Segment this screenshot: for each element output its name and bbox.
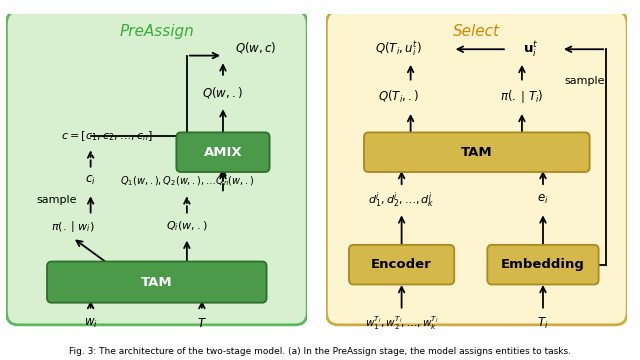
- Text: AMIX: AMIX: [204, 146, 243, 159]
- FancyBboxPatch shape: [177, 132, 269, 172]
- Text: $\mathbf{u}_i^t$: $\mathbf{u}_i^t$: [524, 40, 539, 59]
- Text: $Q_1(w,.), Q_2(w,.), \ldots Q_n(w,.)$: $Q_1(w,.), Q_2(w,.), \ldots Q_n(w,.)$: [120, 174, 254, 188]
- FancyBboxPatch shape: [364, 132, 589, 172]
- Text: Select: Select: [453, 24, 500, 39]
- Text: $T_i$: $T_i$: [537, 316, 548, 331]
- Text: $Q(T_i, .)$: $Q(T_i, .)$: [378, 89, 419, 105]
- Text: sample: sample: [36, 195, 77, 205]
- Text: TAM: TAM: [461, 146, 493, 159]
- Text: $w_i$: $w_i$: [84, 317, 97, 330]
- Text: $\pi(. \mid w_i)$: $\pi(. \mid w_i)$: [51, 219, 94, 234]
- Text: $Q_i(w, .)$: $Q_i(w, .)$: [166, 220, 207, 233]
- Text: sample: sample: [564, 76, 605, 86]
- Text: PreAssign: PreAssign: [120, 24, 194, 39]
- FancyBboxPatch shape: [349, 245, 454, 284]
- FancyBboxPatch shape: [487, 245, 598, 284]
- Text: $Q(w, .)$: $Q(w, .)$: [202, 85, 244, 99]
- Text: $T$: $T$: [197, 317, 207, 330]
- Text: $\pi(. \mid T_i)$: $\pi(. \mid T_i)$: [500, 89, 544, 105]
- Text: $e_i$: $e_i$: [537, 193, 548, 206]
- Text: $c_i$: $c_i$: [85, 174, 96, 187]
- Text: Fig. 3: The architecture of the two-stage model. (a) In the PreAssign stage, the: Fig. 3: The architecture of the two-stag…: [69, 347, 571, 356]
- Text: TAM: TAM: [141, 276, 173, 289]
- FancyBboxPatch shape: [6, 11, 307, 325]
- Text: Embedding: Embedding: [501, 258, 585, 271]
- FancyBboxPatch shape: [326, 11, 627, 325]
- FancyBboxPatch shape: [47, 261, 267, 303]
- Text: $w_1^{T_i}, w_2^{T_i}, \ldots, w_k^{T_i}$: $w_1^{T_i}, w_2^{T_i}, \ldots, w_k^{T_i}…: [365, 314, 438, 332]
- Text: $Q(T_i, u_i^t)$: $Q(T_i, u_i^t)$: [375, 40, 422, 59]
- Text: $d_1^i, d_2^i, \ldots, d_k^i$: $d_1^i, d_2^i, \ldots, d_k^i$: [368, 190, 435, 210]
- Text: $c = [c_1, c_2, \ldots, c_n]$: $c = [c_1, c_2, \ldots, c_n]$: [61, 130, 152, 143]
- Text: $Q(w, c)$: $Q(w, c)$: [235, 40, 276, 55]
- Text: Encoder: Encoder: [371, 258, 432, 271]
